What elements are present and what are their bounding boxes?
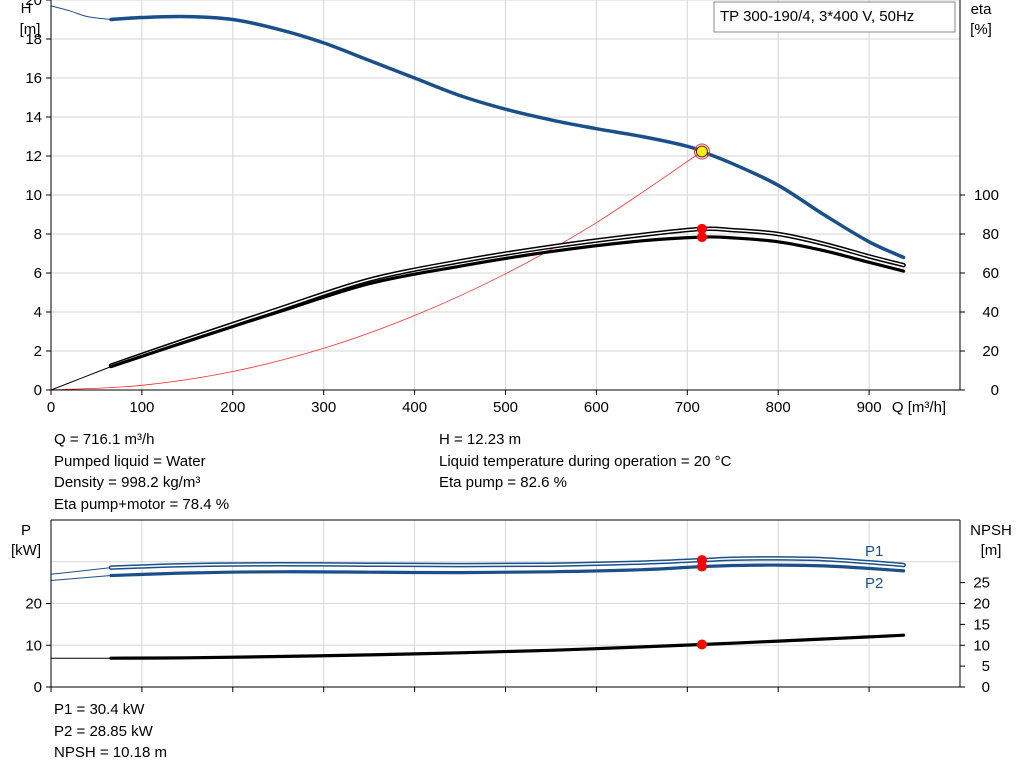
npsh-curve (109, 633, 906, 660)
p-tick-label: 20 (25, 596, 42, 613)
series-label-p2: P2 (865, 575, 883, 592)
bottom-curves (50, 556, 906, 660)
x-tick-label: 400 (402, 399, 427, 416)
eta-pump-duty-marker (696, 223, 707, 234)
x-tick-label: 300 (311, 399, 336, 416)
h-tick-label: 4 (34, 304, 42, 321)
duty-info-right: H = 12.23 m Liquid temperature during op… (439, 429, 731, 494)
h-tick-label: 18 (25, 31, 42, 48)
top-left-axis-symbol: H (21, 0, 32, 17)
info-head: H = 12.23 m (439, 431, 522, 448)
p2-duty-marker (696, 561, 707, 572)
p-tick-label: 10 (25, 637, 42, 654)
npsh-duty-marker (696, 639, 707, 650)
info-liquid-temperature: Liquid temperature during operation = 20… (439, 452, 732, 470)
top-right-axis-symbol: eta (971, 1, 993, 18)
x-axis-label: Q [m³/h] (892, 399, 946, 416)
eta-pump-motor-curve (109, 235, 906, 369)
h-tick-label: 10 (25, 187, 42, 204)
x-tick-label: 700 (675, 399, 700, 416)
info-pumped-liquid: Pumped liquid = Water (54, 452, 206, 470)
x-tick-label: 0 (47, 399, 55, 416)
p1-curve-core (110, 557, 905, 569)
chart-title: TP 300-190/4, 3*400 V, 50Hz (720, 8, 914, 25)
bottom-right-axis-symbol: NPSH (970, 522, 1012, 539)
x-tick-label: 100 (129, 399, 154, 416)
eta-pump-motor-duty-marker (696, 232, 707, 243)
info-eta-pump-motor: Eta pump+motor = 78.4 % (54, 495, 230, 513)
info-eta-pump: Eta pump = 82.6 % (439, 474, 567, 492)
h-tick-label: 8 (34, 226, 42, 243)
head-curve (109, 14, 906, 260)
p1-curve-extension (50, 567, 112, 575)
bottom-left-axis-unit: [kW] (11, 542, 41, 559)
power-info: P1 = 30.4 kW P2 = 28.85 kW NPSH = 10.18 … (54, 699, 167, 764)
h-tick-label: 14 (25, 109, 42, 126)
h-tick-label: 16 (25, 70, 42, 87)
h-tick-label: 12 (25, 148, 42, 165)
h-tick-label: 6 (34, 265, 42, 282)
eta-pump-curve-outline (108, 226, 906, 368)
x-tick-label: 500 (493, 399, 518, 416)
top-grid (50, 0, 961, 391)
info-p2: P2 = 28.85 kW (54, 722, 153, 740)
h-tick-label: 0 (34, 382, 42, 399)
h-tick-label: 20 (25, 0, 42, 9)
eta-tick-label: 0 (991, 382, 999, 399)
p-tick-label: 0 (34, 679, 42, 696)
npsh-tick-label: 10 (973, 637, 990, 654)
eta-tick-label: 60 (982, 265, 999, 282)
p2-curve-extension (50, 575, 112, 581)
info-density: Density = 998.2 kg/m³ (54, 474, 201, 492)
series-label-p1: P1 (865, 543, 883, 560)
info-npsh: NPSH = 10.18 m (54, 744, 167, 762)
top-curves (50, 5, 906, 391)
chart-title-box (713, 1, 956, 33)
duty-info-left: Q = 716.1 m³/h Pumped liquid = Water Den… (54, 429, 229, 515)
h-tick-label: 2 (34, 343, 42, 360)
npsh-tick-label: 15 (973, 616, 990, 633)
operating-point-marker (695, 145, 708, 158)
duty-markers (693, 143, 710, 650)
operating-point-ring (693, 143, 710, 160)
system-curve (50, 151, 703, 391)
eta-tick-label: 100 (974, 187, 999, 204)
axes (46, 0, 965, 692)
eta-tick-label: 20 (982, 343, 999, 360)
info-flow: Q = 716.1 m³/h (54, 431, 155, 448)
p2-curve (109, 563, 906, 578)
npsh-tick-label: 0 (982, 679, 990, 696)
npsh-tick-label: 20 (973, 596, 990, 613)
eta-pump-curve-core (110, 227, 905, 367)
top-left-axis-unit: [m] (20, 21, 41, 38)
eta-curve-extension (50, 366, 112, 391)
top-right-axis-unit: [%] (970, 21, 992, 38)
eta-tick-label: 40 (982, 304, 999, 321)
x-tick-label: 800 (766, 399, 791, 416)
bottom-left-axis-symbol: P (21, 522, 31, 539)
tick-labels: 0 100 200 300 400 500 600 700 800 900024681012141… (25, 0, 999, 696)
x-tick-label: 200 (220, 399, 245, 416)
eta-tick-label: 80 (982, 226, 999, 243)
bottom-grid (50, 520, 961, 687)
npsh-tick-label: 5 (982, 658, 990, 675)
npsh-tick-label: 25 (973, 575, 990, 592)
head-curve-extension (50, 5, 112, 20)
bottom-right-axis-unit: [m] (981, 542, 1002, 559)
info-p1: P1 = 30.4 kW (54, 701, 145, 718)
x-tick-label: 900 (857, 399, 882, 416)
x-tick-label: 600 (584, 399, 609, 416)
